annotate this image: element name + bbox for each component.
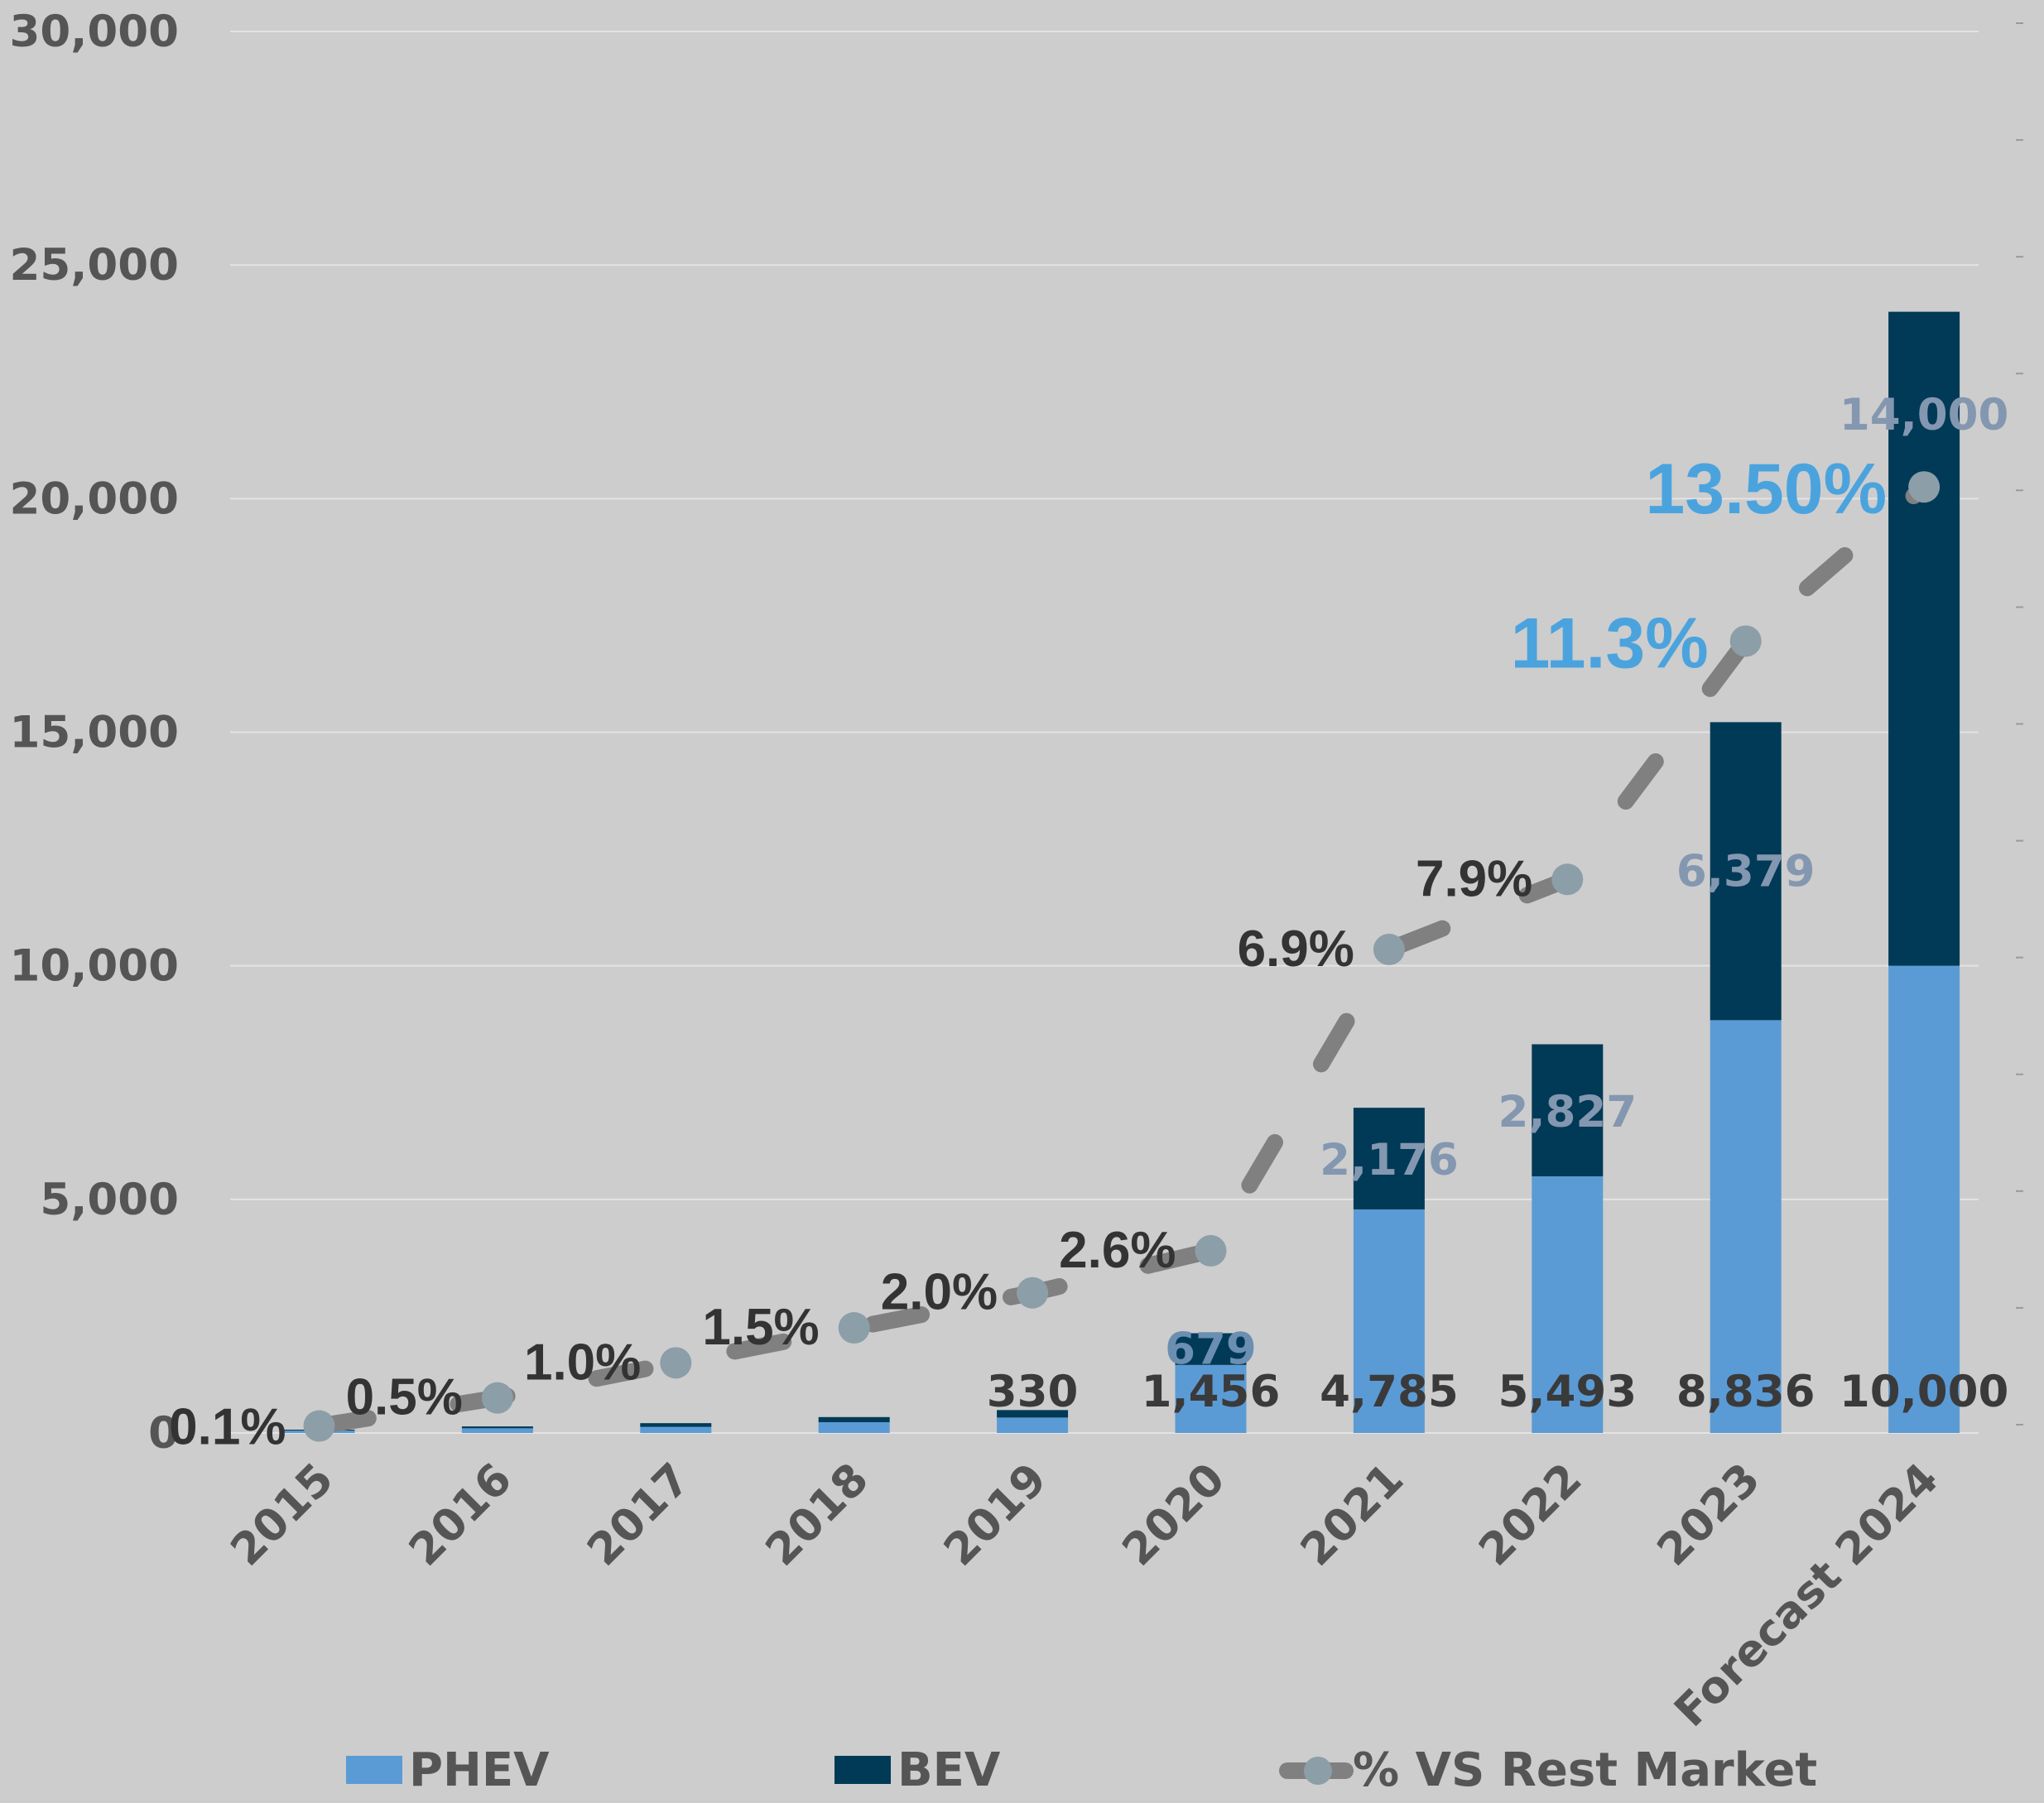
bar-bev [640,1423,712,1427]
legend: PHEV BEV % VS Rest Market [346,1743,1817,1797]
phev-value-label: 8,836 [1676,1367,1816,1417]
y-tick-label: 30,000 [9,7,179,57]
bars [283,311,1960,1433]
bar-bev [1888,311,1960,966]
y-tick-label: 20,000 [9,474,179,524]
legend-label-percent: % VS Rest Market [1353,1743,1817,1797]
bar-phev [640,1426,712,1433]
percent-marker [1195,1234,1227,1267]
phev-value-label: 1,456 [1142,1367,1281,1417]
percent-marker [1373,933,1405,965]
phev-value-label: 5,493 [1498,1367,1637,1417]
bar-bev [1710,722,1782,1021]
percent-marker [481,1382,513,1414]
percent-label: 7.9% [1416,850,1532,907]
bar-phev [461,1428,533,1433]
bar-bev [997,1410,1069,1418]
y-axis: 0 5,000 10,000 15,000 20,000 25,000 30,000 [9,7,179,1459]
y-tick-label: 0 [148,1408,179,1459]
bar-bev [818,1416,890,1423]
x-tick-label: 2021 [1291,1454,1413,1575]
bar-bev [1532,1044,1604,1177]
percent-marker [1017,1277,1049,1309]
bev-value-label: 679 [1165,1325,1257,1375]
bar-bev [461,1426,533,1429]
x-tick-label: 2016 [400,1454,522,1575]
percent-marker [1729,625,1762,657]
percent-label: 11.3% [1511,603,1709,683]
percent-line-path [310,478,1933,1435]
percent-label: 6.9% [1238,921,1354,978]
legend-swatch-bev [834,1756,891,1784]
legend-label-bev: BEV [897,1743,1001,1797]
percent-marker [660,1347,692,1379]
percent-label: 13.50% [1645,450,1887,529]
x-tick-label: 2020 [1113,1454,1234,1575]
grid-lines [230,22,2023,1434]
bev-value-label: 6,379 [1676,846,1816,897]
percent-label: 2.6% [1059,1222,1176,1279]
percent-label: 1.5% [702,1299,819,1356]
bar-phev [818,1422,890,1433]
phev-value-label: 10,000 [1840,1367,2009,1417]
y-tick-label: 15,000 [9,708,179,758]
bar-bev [1353,1108,1425,1209]
segment-labels: 330 1,456 4,785 5,493 8,836 10,000 679 2,176 2,8… [987,390,2009,1417]
y-tick-label: 5,000 [40,1175,179,1225]
x-tick-label: 2023 [1647,1454,1769,1575]
percent-line: 0.1% 0.5% 1.0% 1.5% 2.0% 2.6% 6.9% 7.9% 11.3% 13.… [169,450,1941,1456]
percent-label: 0.5% [346,1369,463,1426]
x-tick-label: 2015 [221,1454,343,1575]
bar-bev [1175,1333,1247,1365]
legend-swatch-phev [346,1756,402,1784]
x-tick-label: 2017 [578,1454,700,1575]
percent-label: 0.1% [169,1399,286,1456]
percent-marker [1551,863,1584,896]
phev-value-label: 4,785 [1320,1367,1459,1417]
percent-label: 1.0% [524,1334,641,1391]
legend-label-phev: PHEV [409,1743,550,1797]
y-tick-label: 25,000 [9,240,179,291]
x-tick-label: 2018 [756,1454,878,1575]
x-axis: 2015 2016 2017 2018 2019 2020 2021 2022 2023Fore… [221,1454,1948,1737]
percent-marker [303,1410,335,1442]
x-tick-label: 2022 [1469,1454,1591,1575]
bar-phev [1532,1176,1604,1433]
percent-marker [1908,471,1941,503]
bev-value-label: 2,827 [1498,1087,1637,1137]
legend-marker [1304,1757,1332,1785]
bar-phev [1353,1209,1425,1433]
bev-value-label: 2,176 [1320,1135,1459,1185]
phev-value-label: 330 [987,1367,1079,1417]
bar-phev [1175,1364,1247,1433]
percent-label: 2.0% [881,1264,998,1321]
x-tick-label: 2019 [935,1454,1056,1575]
percent-marker [838,1312,870,1344]
bar-phev [997,1417,1069,1433]
bev-value-label: 14,000 [1840,390,2009,440]
y-tick-label: 10,000 [9,941,179,992]
bar-phev [1888,965,1960,1433]
bar-phev [1710,1020,1782,1433]
